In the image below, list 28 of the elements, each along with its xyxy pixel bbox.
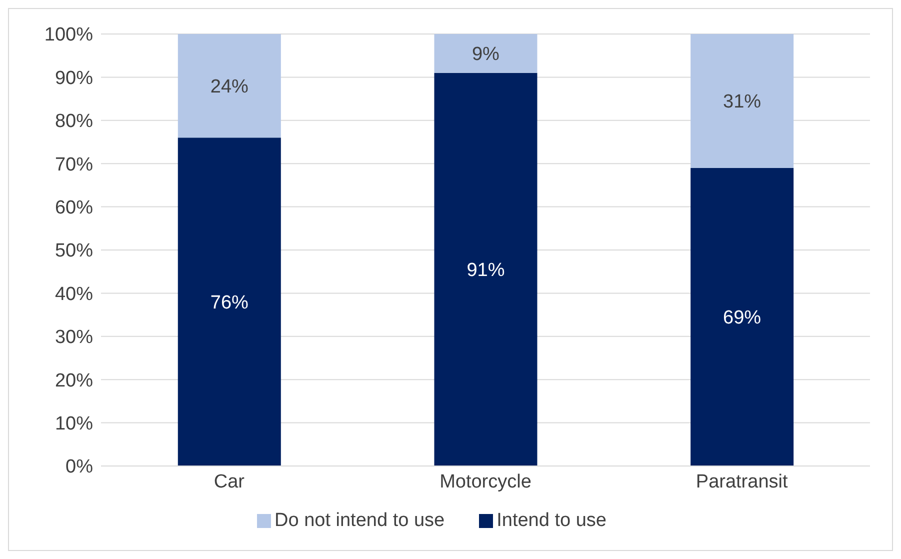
legend-label: Intend to use [496, 510, 606, 531]
y-tick-label: 90% [54, 68, 94, 89]
y-tick-label: 10% [54, 414, 94, 435]
data-label: 91% [466, 260, 505, 282]
y-tick-label: 80% [54, 111, 94, 132]
y-tick-label: 50% [54, 240, 94, 262]
bar [434, 34, 538, 73]
data-label: 31% [723, 92, 762, 113]
data-label: 9% [472, 44, 500, 66]
y-tick-label: 60% [54, 198, 94, 219]
y-tick-label: 100% [44, 24, 94, 46]
bar [178, 138, 281, 466]
y-tick-label: 20% [54, 370, 94, 392]
y-tick-label: 40% [54, 284, 94, 305]
bar [434, 72, 538, 466]
bar [690, 34, 794, 168]
data-label: 24% [210, 76, 249, 98]
y-tick-label: 0% [66, 456, 94, 478]
x-tick-label: Paratransit [696, 471, 788, 492]
bar [178, 34, 281, 138]
x-tick-label: Car [214, 471, 246, 492]
y-tick-label: 30% [54, 327, 94, 348]
x-tick-label: Motorcycle [440, 471, 532, 492]
legend-label: Do not intend to use [274, 510, 445, 531]
data-label: 69% [723, 308, 762, 329]
bar [690, 168, 794, 466]
data-label: 76% [210, 292, 249, 314]
y-tick-label: 70% [54, 154, 94, 176]
